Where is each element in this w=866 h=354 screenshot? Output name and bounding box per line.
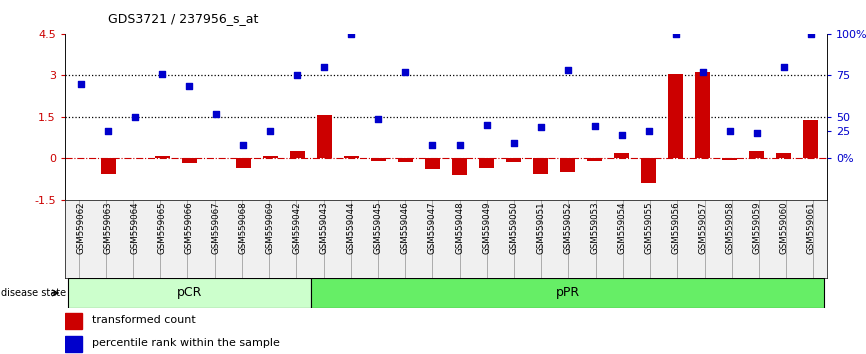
Point	[507, 140, 520, 146]
Text: GSM559057: GSM559057	[698, 202, 708, 255]
Text: GSM559043: GSM559043	[320, 202, 329, 255]
Point	[101, 128, 115, 133]
Point	[533, 124, 547, 129]
Text: GSM559055: GSM559055	[644, 202, 653, 255]
Bar	[371, 159, 386, 161]
Point	[804, 31, 818, 36]
Bar	[68, 278, 311, 308]
Text: GSM559047: GSM559047	[428, 202, 437, 255]
Point	[372, 116, 385, 122]
Bar	[804, 120, 818, 159]
Point	[263, 128, 277, 133]
Text: GSM559045: GSM559045	[374, 202, 383, 255]
Text: GSM559052: GSM559052	[563, 202, 572, 255]
Bar	[722, 159, 737, 160]
Bar	[776, 153, 792, 159]
Bar	[425, 159, 440, 169]
Bar	[669, 74, 683, 159]
Text: GSM559046: GSM559046	[401, 202, 410, 255]
Text: GSM559056: GSM559056	[671, 202, 680, 255]
Point	[155, 71, 169, 77]
Text: GSM559065: GSM559065	[158, 202, 167, 255]
Text: GSM559066: GSM559066	[184, 202, 194, 255]
Point	[695, 70, 709, 75]
Bar	[317, 115, 332, 159]
Bar	[749, 151, 764, 159]
Bar	[236, 159, 251, 168]
Text: GSM559053: GSM559053	[590, 202, 599, 255]
Point	[453, 142, 467, 147]
Bar	[641, 159, 656, 183]
Point	[345, 31, 359, 36]
Text: GSM559051: GSM559051	[536, 202, 545, 255]
Text: GSM559042: GSM559042	[293, 202, 302, 255]
Point	[74, 81, 88, 86]
Point	[318, 64, 332, 70]
Text: GSM559054: GSM559054	[617, 202, 626, 255]
Point	[290, 73, 304, 78]
Bar	[263, 156, 278, 159]
Text: GSM559068: GSM559068	[239, 202, 248, 255]
Text: GSM559062: GSM559062	[77, 202, 86, 255]
Point	[588, 123, 602, 129]
Point	[560, 67, 574, 73]
Point	[236, 142, 250, 147]
Point	[777, 64, 791, 70]
Bar	[290, 152, 305, 159]
Bar	[65, 313, 81, 329]
Bar	[452, 159, 467, 175]
Bar	[533, 159, 548, 174]
Bar	[182, 159, 197, 164]
Point	[723, 128, 737, 133]
Bar	[560, 159, 575, 172]
Point	[210, 111, 223, 117]
Text: GSM559058: GSM559058	[725, 202, 734, 255]
Text: GDS3721 / 237956_s_at: GDS3721 / 237956_s_at	[108, 12, 259, 25]
Text: GSM559067: GSM559067	[212, 202, 221, 255]
Text: GSM559059: GSM559059	[753, 202, 761, 254]
Text: GSM559050: GSM559050	[509, 202, 518, 255]
Text: GSM559064: GSM559064	[131, 202, 139, 255]
Bar	[311, 278, 824, 308]
Bar	[344, 156, 359, 159]
Text: GSM559060: GSM559060	[779, 202, 788, 255]
Text: GSM559044: GSM559044	[347, 202, 356, 255]
Bar	[398, 159, 413, 162]
Text: percentile rank within the sample: percentile rank within the sample	[92, 338, 280, 348]
Bar	[587, 159, 602, 161]
Text: GSM559049: GSM559049	[482, 202, 491, 254]
Point	[128, 114, 142, 120]
Bar	[506, 159, 521, 162]
Bar	[479, 159, 494, 168]
Text: pPR: pPR	[555, 286, 579, 299]
Bar	[65, 336, 81, 352]
Text: GSM559048: GSM559048	[455, 202, 464, 255]
Bar	[614, 153, 629, 159]
Text: GSM559069: GSM559069	[266, 202, 275, 254]
Text: pCR: pCR	[177, 286, 202, 299]
Text: GSM559063: GSM559063	[104, 202, 113, 255]
Bar	[100, 159, 116, 174]
Point	[425, 142, 439, 147]
Point	[642, 128, 656, 133]
Point	[398, 70, 412, 75]
Text: GSM559061: GSM559061	[806, 202, 815, 255]
Text: disease state: disease state	[1, 288, 66, 298]
Point	[183, 84, 197, 89]
Point	[615, 132, 629, 138]
Bar	[155, 156, 170, 159]
Bar	[695, 73, 710, 159]
Point	[480, 122, 494, 128]
Point	[669, 31, 682, 36]
Point	[750, 131, 764, 136]
Text: transformed count: transformed count	[92, 315, 196, 325]
